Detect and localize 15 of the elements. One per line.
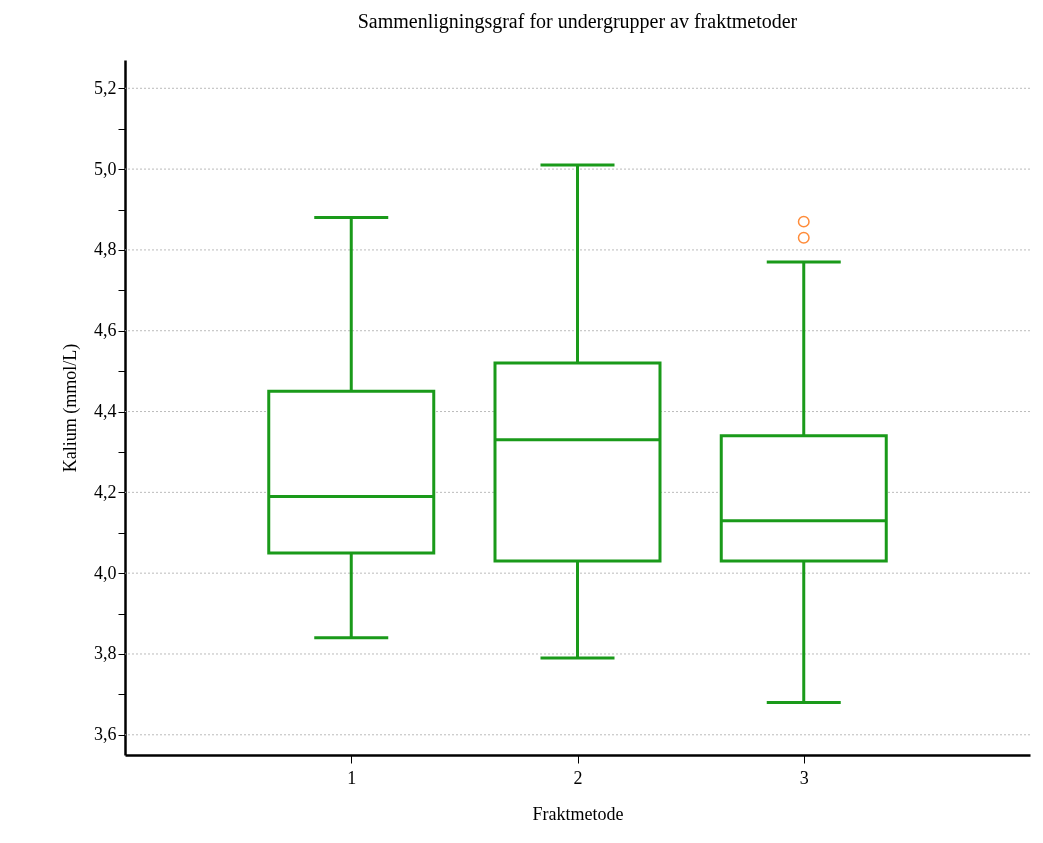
chart-title: Sammenligningsgraf for undergrupper av fraktmetoder: [357, 10, 798, 33]
y-tick-label: 4,8: [94, 239, 117, 260]
y-tick-label: 5,0: [94, 158, 117, 179]
y-tick-label: 4,6: [94, 320, 117, 341]
y-tick-label: 4,2: [94, 481, 117, 502]
y-tick-label: 3,8: [94, 643, 117, 664]
y-axis-title: Kalium (mmol/L): [60, 343, 81, 473]
y-tick-label: 4,0: [94, 562, 117, 583]
y-tick-label: 3,6: [94, 724, 117, 745]
x-tick-label: 2: [573, 767, 583, 788]
x-tick-label: 1: [347, 767, 357, 788]
x-axis-title: Fraktmetode: [532, 803, 624, 824]
y-tick-label: 5,2: [94, 77, 117, 98]
x-tick-label: 3: [799, 767, 809, 788]
y-tick-label: 4,4: [94, 401, 117, 422]
